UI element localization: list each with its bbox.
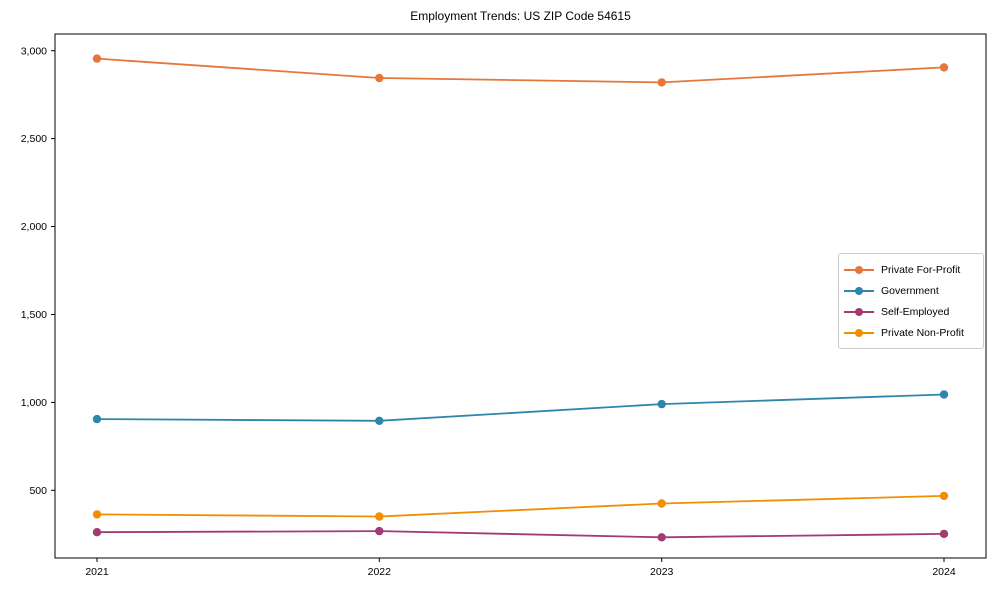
legend-dot-icon	[855, 265, 863, 274]
plot-border	[54, 33, 987, 559]
legend-line-marker-icon	[844, 307, 874, 317]
data-point-government-2023	[657, 399, 666, 409]
data-point-self-employed-2023	[657, 533, 666, 542]
legend-item-government: Government	[844, 280, 977, 301]
legend-label-private-non-profit: Private Non-Profit	[881, 326, 964, 339]
chart-title: Employment Trends: US ZIP Code 54615	[410, 9, 631, 23]
data-point-self-employed-2022	[375, 526, 384, 536]
legend-line-marker-icon	[844, 265, 874, 275]
legend-dot-icon	[855, 286, 863, 295]
y-tick-label: 2,500	[21, 133, 47, 145]
x-tick-label: 2021	[85, 566, 109, 578]
y-tick-label: 500	[29, 485, 47, 497]
x-tick-label: 2024	[932, 566, 956, 578]
line-series-private-non-profit	[96, 495, 945, 518]
data-point-private-non-profit-2024	[939, 491, 949, 501]
legend-label-private-for-profit: Private For-Profit	[881, 263, 961, 276]
y-tick-label: 2,000	[21, 221, 47, 233]
data-point-government-2024	[939, 390, 949, 399]
line-series-private-for-profit	[96, 57, 945, 84]
legend-dot-icon	[855, 328, 863, 337]
data-point-government-2022	[375, 416, 384, 425]
legend-item-self-employed: Self-Employed	[844, 301, 977, 322]
x-tick-label: 2023	[650, 566, 674, 578]
legend-item-private-for-profit: Private For-Profit	[844, 259, 977, 280]
data-point-self-employed-2021	[92, 528, 102, 537]
legend-label-government: Government	[881, 284, 939, 297]
legend-item-private-non-profit: Private Non-Profit	[844, 322, 977, 343]
data-point-private-non-profit-2021	[92, 510, 102, 519]
legend-line-marker-icon	[844, 286, 874, 296]
y-tick-label: 1,000	[21, 397, 47, 409]
line-series-government	[96, 393, 945, 422]
data-point-private-non-profit-2023	[657, 499, 666, 508]
y-tick-label: 3,000	[21, 45, 47, 57]
data-point-private-for-profit-2023	[657, 78, 666, 87]
x-tick-label: 2022	[368, 566, 392, 578]
legend-label-self-employed: Self-Employed	[881, 305, 950, 318]
data-point-government-2021	[92, 414, 102, 424]
data-point-private-non-profit-2022	[375, 512, 384, 521]
data-point-private-for-profit-2021	[92, 54, 102, 63]
data-point-self-employed-2024	[939, 529, 949, 539]
legend-dot-icon	[855, 307, 863, 316]
line-series-self-employed	[96, 530, 945, 539]
legend: Private For-Profit Government Self-Employe…	[838, 253, 984, 349]
data-point-private-for-profit-2024	[939, 63, 949, 72]
data-point-private-for-profit-2022	[375, 73, 384, 83]
legend-line-marker-icon	[844, 328, 874, 338]
y-tick-label: 1,500	[21, 309, 47, 321]
